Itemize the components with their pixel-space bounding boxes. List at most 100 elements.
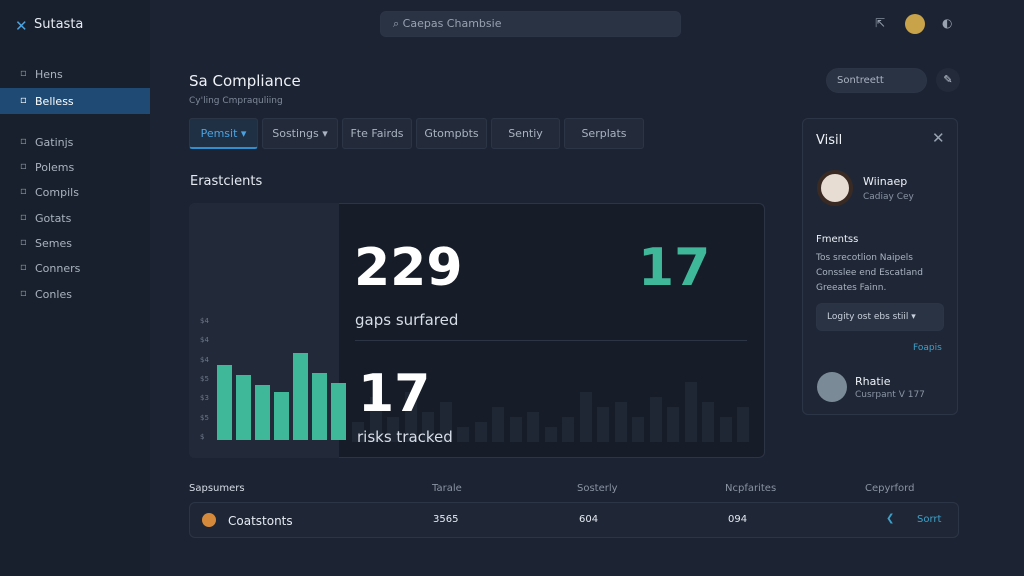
logo: Sutasta (34, 17, 84, 32)
nav-icon: ▫ (20, 186, 27, 197)
panel-heading: Fmentss (816, 234, 859, 245)
link[interactable]: Foapis (913, 343, 942, 353)
table-cell: Coatstonts (228, 514, 293, 528)
nav-item[interactable]: Gatinjs (35, 136, 74, 149)
side-panel (802, 118, 958, 415)
settings-icon[interactable]: ◐ (942, 16, 953, 30)
dropdown[interactable]: Logity ost ebs stiil ▾ (816, 303, 944, 331)
nav-icon: ▫ (20, 95, 27, 106)
user-role: Cusrpant V 177 (855, 390, 925, 400)
table-row[interactable] (189, 502, 959, 538)
decor-bar (684, 382, 697, 442)
stat-label: risks tracked (357, 428, 453, 446)
decor-bar (562, 417, 574, 442)
button-text: Sontreett (837, 75, 884, 86)
row-arrow[interactable]: ❮ (886, 513, 895, 524)
decor-bar (352, 422, 364, 442)
bar (293, 353, 308, 440)
nav-icon: ▫ (20, 212, 27, 223)
user-role: Cadiay Cey (863, 192, 914, 202)
page-title: Sa Compliance (189, 72, 301, 90)
bar (331, 383, 346, 440)
decor-bar (702, 402, 714, 442)
table-heading: Tarale (432, 483, 462, 494)
stat-value: 229 (354, 238, 463, 298)
nav-icon: ▫ (20, 68, 27, 79)
row-icon (202, 513, 216, 527)
close-icon[interactable]: ✕ (932, 129, 945, 147)
nav-icon: ▫ (20, 161, 27, 172)
table-cell: Sorrt (917, 514, 942, 525)
panel-title: Visil (816, 133, 843, 148)
table-cell: 604 (579, 514, 599, 525)
bar (236, 375, 251, 440)
panel-line: Tos srecotlion Naipels (816, 253, 913, 263)
divider (355, 340, 747, 341)
search-text: Caepas Chambsie (402, 17, 502, 30)
decor-bar (509, 417, 522, 442)
decor-bar (404, 392, 417, 442)
edit-button[interactable]: ✎ (936, 68, 960, 92)
nav-active (0, 88, 150, 114)
decor-bar (527, 412, 539, 442)
tab[interactable]: Pemsit ▾ (189, 118, 258, 149)
decor-bar (719, 417, 732, 442)
table-cell: 3565 (433, 514, 459, 525)
search[interactable]: ⌕ Caepas Chambsie (380, 11, 681, 37)
table-heading: Sosterly (577, 483, 618, 494)
nav-item[interactable]: Compils (35, 186, 79, 199)
avatar[interactable] (905, 14, 925, 34)
nav-item[interactable]: Semes (35, 237, 72, 250)
decor-bar (387, 417, 399, 442)
nav-icon: ▫ (20, 288, 27, 299)
bar (312, 373, 327, 440)
nav-icon: ▫ (20, 237, 27, 248)
nav-item[interactable]: Polems (35, 161, 75, 174)
decor-bar (369, 397, 382, 442)
page-subtitle: Cy'ling Cmpraquliing (189, 96, 283, 106)
y-tick-label: $4 (200, 317, 209, 325)
stat-value: 17 (358, 364, 431, 424)
dropdown-text: Logity ost ebs stiil ▾ (827, 312, 916, 322)
tab[interactable]: Sentiy (491, 118, 560, 149)
y-tick-label: $4 (200, 355, 209, 364)
tab[interactable]: Gtompbts (416, 118, 487, 149)
nav-item[interactable]: Conles (35, 288, 72, 301)
user-name: Rhatie (855, 375, 891, 388)
y-tick-label: $ (200, 432, 205, 441)
logo-icon: ✕ (15, 17, 28, 35)
decor-bar (632, 417, 644, 442)
avatar (817, 170, 853, 206)
section-title: Erastcients (190, 174, 263, 189)
nav-item[interactable]: Hens (35, 68, 63, 81)
stat-label: gaps surfared (355, 311, 459, 329)
y-tick-label: $5 (200, 374, 209, 383)
y-tick-label: $3 (200, 394, 209, 403)
decor-bar (439, 402, 452, 442)
panel-line: Consslee end Escatland (816, 268, 923, 278)
stat-value: 17 (638, 238, 711, 298)
decor-bar (614, 402, 627, 442)
nav-item[interactable]: Belless (35, 95, 74, 108)
decor-bar (492, 407, 504, 442)
nav-item[interactable]: Conners (35, 262, 81, 275)
table-heading: Cepyrford (865, 483, 915, 494)
nav-item[interactable]: Gotats (35, 212, 72, 225)
decor-bar (667, 407, 679, 442)
button[interactable]: Sontreett (826, 68, 927, 93)
tab[interactable]: Fte Fairds (342, 118, 412, 149)
decor-bar (737, 407, 749, 442)
bar (217, 365, 232, 440)
tab[interactable]: Sostings ▾ (262, 118, 338, 149)
decor-bar (474, 422, 487, 442)
nav-icon: ▫ (20, 136, 27, 147)
table-heading: Ncpfarites (725, 483, 777, 494)
tab[interactable]: Serplats (564, 118, 644, 149)
avatar (817, 372, 847, 402)
decor-bar (597, 407, 609, 442)
y-tick-label: $4 (200, 336, 209, 345)
share-icon[interactable]: ⇱ (875, 16, 886, 30)
bar (255, 385, 270, 440)
decor-bar (544, 427, 557, 442)
